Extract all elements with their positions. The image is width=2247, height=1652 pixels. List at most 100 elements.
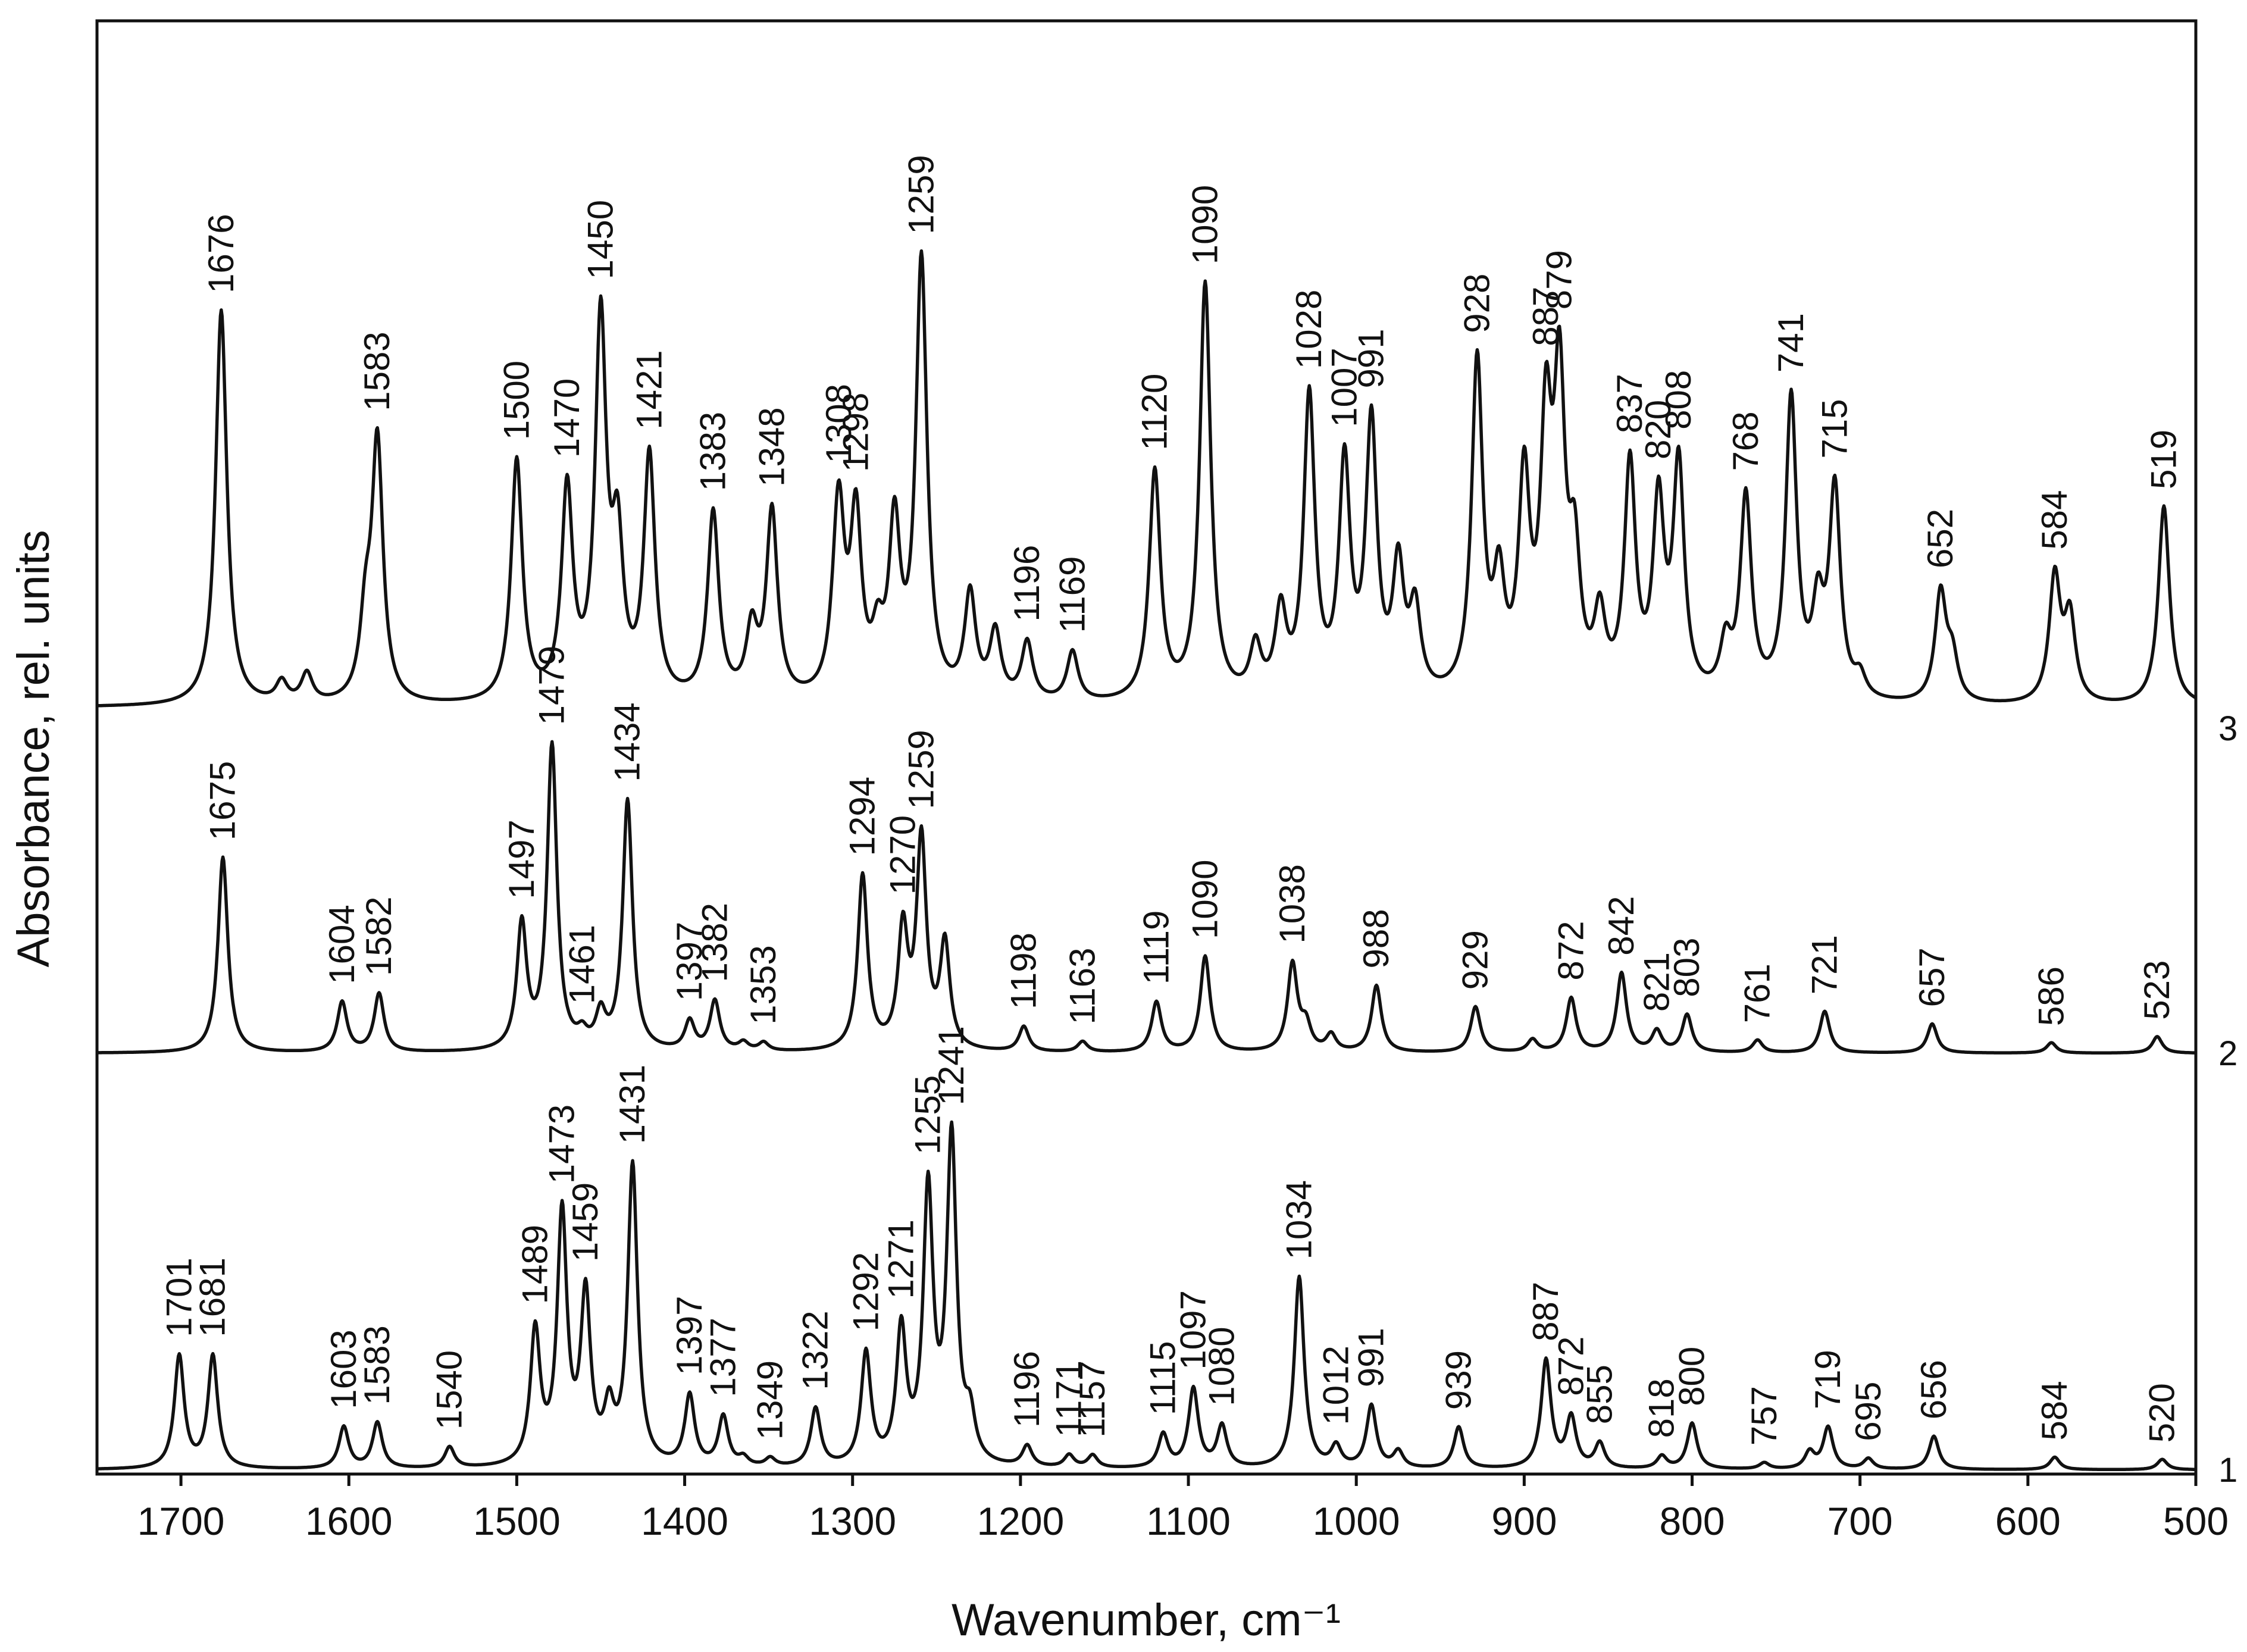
peak-label-3-991: 991 bbox=[1351, 328, 1391, 388]
peak-label-3-1090: 1090 bbox=[1185, 185, 1225, 264]
x-axis-title: Wavenumber, cm⁻¹ bbox=[952, 1595, 1341, 1645]
peak-label-3-1676: 1676 bbox=[201, 214, 241, 293]
peak-label-1-1115: 1115 bbox=[1143, 1341, 1183, 1416]
peak-label-2-1582: 1582 bbox=[359, 897, 399, 976]
peak-label-2-1461: 1461 bbox=[562, 925, 602, 1004]
peak-label-3-1120: 1120 bbox=[1135, 374, 1175, 450]
peak-label-1-757: 757 bbox=[1744, 1386, 1784, 1446]
peak-label-3-1007: 1007 bbox=[1324, 348, 1364, 427]
plot-frame bbox=[95, 19, 2198, 1476]
peak-label-1-1171: 1171 bbox=[1049, 1360, 1089, 1437]
peak-label-1-1701: 1701 bbox=[159, 1257, 199, 1337]
peak-label-2-721: 721 bbox=[1804, 935, 1844, 994]
x-tick-label-1000: 1000 bbox=[1313, 1499, 1400, 1543]
peak-label-3-887: 887 bbox=[1526, 287, 1566, 346]
peak-label-3-879: 879 bbox=[1539, 250, 1579, 309]
peak-label-2-821: 821 bbox=[1636, 952, 1676, 1012]
spectrum-trace-2 bbox=[96, 740, 2197, 1055]
peak-label-2-523: 523 bbox=[2137, 960, 2177, 1020]
peak-label-2-761: 761 bbox=[1738, 963, 1777, 1023]
peak-label-1-584: 584 bbox=[2035, 1381, 2074, 1440]
peak-label-2-1259: 1259 bbox=[901, 730, 941, 809]
peak-label-1-1473: 1473 bbox=[542, 1105, 582, 1184]
x-tick-label-1100: 1100 bbox=[1146, 1499, 1231, 1543]
peak-label-2-1270: 1270 bbox=[882, 815, 922, 894]
peak-label-1-719: 719 bbox=[1808, 1350, 1848, 1409]
peak-label-2-803: 803 bbox=[1667, 938, 1707, 997]
peak-label-3-652: 652 bbox=[1920, 509, 1960, 568]
peak-label-1-1292: 1292 bbox=[846, 1252, 885, 1331]
peak-label-2-842: 842 bbox=[1601, 896, 1641, 956]
peak-label-1-1397: 1397 bbox=[669, 1296, 709, 1375]
y-axis-title: Absorbance, rel. units bbox=[8, 530, 59, 967]
peak-label-3-715: 715 bbox=[1814, 399, 1854, 458]
peak-label-2-929: 929 bbox=[1456, 930, 1495, 990]
peak-label-1-1489: 1489 bbox=[515, 1225, 555, 1304]
peak-label-1-1322: 1322 bbox=[796, 1310, 835, 1390]
peak-label-3-1028: 1028 bbox=[1289, 290, 1329, 369]
peak-label-2-1119: 1119 bbox=[1136, 911, 1176, 985]
peak-label-1-1157: 1157 bbox=[1072, 1361, 1112, 1438]
peak-label-1-818: 818 bbox=[1642, 1378, 1682, 1438]
peak-label-1-1459: 1459 bbox=[565, 1182, 605, 1262]
peak-label-1-887: 887 bbox=[1526, 1282, 1566, 1341]
peak-label-2-1090: 1090 bbox=[1185, 860, 1225, 939]
peak-label-3-1421: 1421 bbox=[629, 350, 669, 429]
peak-label-2-1163: 1163 bbox=[1062, 947, 1102, 1024]
peak-label-3-1259: 1259 bbox=[901, 155, 941, 234]
spectra-traces bbox=[96, 249, 2197, 1472]
peak-label-3-768: 768 bbox=[1726, 411, 1766, 471]
peak-label-2-1038: 1038 bbox=[1272, 864, 1312, 943]
peak-label-3-741: 741 bbox=[1771, 313, 1811, 373]
peak-label-1-1241: 1241 bbox=[931, 1026, 971, 1105]
peak-label-3-1500: 1500 bbox=[496, 361, 536, 440]
x-tick-label-1300: 1300 bbox=[809, 1499, 896, 1543]
peak-label-1-695: 695 bbox=[1848, 1382, 1888, 1441]
peak-label-2-1397: 1397 bbox=[669, 922, 709, 1001]
peak-label-1-1583: 1583 bbox=[357, 1325, 397, 1404]
peak-label-3-1308: 1308 bbox=[819, 384, 859, 463]
peak-label-1-800: 800 bbox=[1672, 1347, 1712, 1406]
peak-label-1-939: 939 bbox=[1438, 1350, 1478, 1410]
peak-label-2-1604: 1604 bbox=[322, 905, 362, 984]
peak-label-1-1603: 1603 bbox=[324, 1329, 364, 1409]
peak-label-2-1434: 1434 bbox=[608, 702, 647, 781]
spectrum-trace-1 bbox=[96, 1120, 2197, 1472]
peak-label-3-820: 820 bbox=[1638, 400, 1678, 459]
x-axis-ticks: 1700 1600 1500 1400 1300 1200 1100 1000 900 800 70… bbox=[137, 1474, 2229, 1543]
peak-label-2-1198: 1198 bbox=[1004, 933, 1044, 1009]
peak-label-3-928: 928 bbox=[1457, 274, 1497, 333]
peak-label-2-872: 872 bbox=[1551, 921, 1591, 980]
x-tick-label-700: 700 bbox=[1827, 1499, 1893, 1543]
peak-label-2-586: 586 bbox=[2031, 966, 2071, 1026]
spectrum-trace-3 bbox=[96, 249, 2197, 708]
peak-label-3-808: 808 bbox=[1658, 370, 1698, 430]
peak-label-3-837: 837 bbox=[1610, 374, 1650, 433]
peak-label-3-519: 519 bbox=[2143, 430, 2183, 489]
trace-number-2: 2 bbox=[2218, 1034, 2237, 1073]
trace-number-labels: 3 2 1 bbox=[2218, 709, 2237, 1490]
peak-label-1-1080: 1080 bbox=[1202, 1326, 1242, 1406]
peak-label-1-1196: 1196 bbox=[1007, 1351, 1047, 1428]
peak-label-1-1349: 1349 bbox=[750, 1360, 790, 1440]
peak-label-1-1271: 1271 bbox=[881, 1219, 921, 1299]
peak-label-3-1196: 1196 bbox=[1007, 545, 1047, 622]
x-tick-label-1400: 1400 bbox=[641, 1499, 728, 1543]
peak-label-1-872: 872 bbox=[1551, 1337, 1591, 1396]
peak-label-3-1583: 1583 bbox=[357, 331, 397, 411]
peak-label-3-1298: 1298 bbox=[835, 393, 875, 472]
x-tick-label-600: 600 bbox=[1995, 1499, 2061, 1543]
x-tick-label-900: 900 bbox=[1491, 1499, 1557, 1543]
x-tick-label-1200: 1200 bbox=[977, 1499, 1064, 1543]
peak-label-1-1034: 1034 bbox=[1279, 1180, 1319, 1259]
peak-label-1-1681: 1681 bbox=[193, 1257, 233, 1337]
peak-label-2-657: 657 bbox=[1912, 947, 1952, 1007]
peak-label-1-656: 656 bbox=[1914, 1360, 1954, 1419]
peak-label-1-1012: 1012 bbox=[1316, 1346, 1356, 1425]
trace-number-1: 1 bbox=[2218, 1451, 2237, 1490]
peak-label-1-520: 520 bbox=[2142, 1383, 2182, 1443]
peak-label-2-1479: 1479 bbox=[532, 646, 572, 725]
x-tick-label-1600: 1600 bbox=[305, 1499, 393, 1543]
peak-label-3-1383: 1383 bbox=[693, 412, 733, 491]
